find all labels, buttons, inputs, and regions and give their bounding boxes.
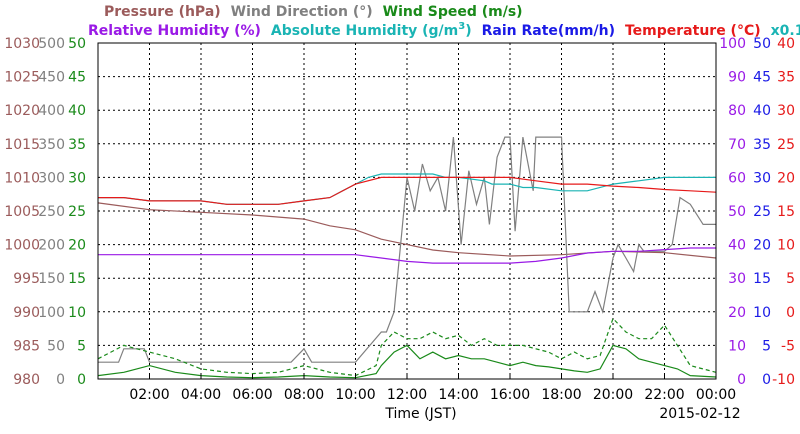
y-tick-rain: 45 [753, 70, 771, 86]
y-tick-pressure: 1005 [4, 204, 40, 220]
x-tick: 20:00 [593, 387, 633, 403]
grid [98, 43, 716, 379]
x-tick: 22:00 [644, 387, 684, 403]
y-tick-rain: 25 [753, 204, 771, 220]
y-tick-temp: -5 [781, 338, 795, 354]
y-tick-temp: -10 [772, 372, 795, 388]
y-tick-wspd: 15 [68, 271, 86, 287]
y-tick-rain: 0 [762, 372, 771, 388]
y-tick-rh: 10 [728, 338, 746, 354]
y-tick-temp: 0 [786, 305, 795, 321]
series-rh [98, 247, 716, 264]
y-tick-temp: 40 [777, 36, 795, 52]
y-tick-wdir: 250 [38, 204, 65, 220]
legend-scale: x0.1 [771, 23, 800, 39]
series-wspd [97, 344, 717, 379]
legend-temp: Temperature (°C) [625, 23, 761, 39]
y-tick-pressure: 980 [13, 372, 40, 388]
y-tick-pressure: 1010 [4, 170, 40, 186]
y-tick-rh: 20 [728, 305, 746, 321]
y-tick-wdir: 100 [38, 305, 65, 321]
y-tick-rain: 15 [753, 271, 771, 287]
legend-rh: Relative Humidity (%) [88, 23, 261, 39]
legend-rain: Rain Rate(mm/h) [482, 23, 615, 39]
y-tick-pressure: 995 [13, 271, 40, 287]
y-tick-wspd: 30 [68, 170, 86, 186]
y-tick-temp: 20 [777, 170, 795, 186]
y-tick-rh: 100 [719, 36, 746, 52]
y-tick-wdir: 50 [47, 338, 65, 354]
y-tick-rain: 10 [753, 305, 771, 321]
y-tick-wspd: 45 [68, 70, 86, 86]
y-tick-wdir: 450 [38, 70, 65, 86]
y-tick-rain: 5 [762, 338, 771, 354]
x-tick: 10:00 [335, 387, 375, 403]
y-tick-wspd: 0 [77, 372, 86, 388]
y-tick-rain: 30 [753, 170, 771, 186]
y-tick-rh: 40 [728, 238, 746, 254]
y-tick-rh: 90 [728, 70, 746, 86]
series-temp [98, 176, 717, 205]
x-tick: 12:00 [387, 387, 427, 403]
series-wdir [98, 136, 716, 363]
y-tick-wspd: 40 [68, 103, 86, 119]
y-tick-wdir: 350 [38, 137, 65, 153]
y-tick-pressure: 1015 [4, 137, 40, 153]
y-tick-temp: 35 [777, 70, 795, 86]
legend-wspd: Wind Speed (m/s) [383, 4, 523, 20]
y-tick-rain: 35 [753, 137, 771, 153]
y-tick-rain: 50 [753, 36, 771, 52]
y-tick-wspd: 50 [68, 36, 86, 52]
y-tick-rh: 50 [728, 204, 746, 220]
y-tick-wdir: 150 [38, 271, 65, 287]
x-tick: 18:00 [541, 387, 581, 403]
y-tick-wdir: 300 [38, 170, 65, 186]
y-tick-rh: 30 [728, 271, 746, 287]
x-tick: 08:00 [284, 387, 324, 403]
y-tick-wdir: 500 [38, 36, 65, 52]
y-tick-pressure: 985 [13, 338, 40, 354]
x-tick: 00:00 [696, 387, 736, 403]
y-tick-pressure: 1030 [4, 36, 40, 52]
series-wspd_gust [97, 317, 717, 377]
x-axis-label: Time (JST) [384, 406, 456, 422]
y-tick-pressure: 990 [13, 305, 40, 321]
y-tick-temp: 25 [777, 137, 795, 153]
y-tick-rh: 0 [737, 372, 746, 388]
x-tick: 16:00 [490, 387, 530, 403]
y-tick-temp: 30 [777, 103, 795, 119]
y-tick-temp: 5 [786, 271, 795, 287]
y-tick-wdir: 200 [38, 238, 65, 254]
y-tick-pressure: 1020 [4, 103, 40, 119]
legend-ah: Absolute Humidity (g/m3) [271, 21, 472, 39]
y-tick-rh: 60 [728, 170, 746, 186]
x-tick: 06:00 [232, 387, 272, 403]
y-tick-pressure: 1000 [4, 238, 40, 254]
series-lines [97, 136, 717, 379]
y-tick-temp: 15 [777, 204, 795, 220]
y-tick-wspd: 20 [68, 238, 86, 254]
y-tick-wdir: 0 [56, 372, 65, 388]
x-tick: 14:00 [438, 387, 478, 403]
y-axes: 1030102510201015101010051000995990985980… [4, 36, 795, 388]
y-tick-rh: 70 [728, 137, 746, 153]
y-tick-pressure: 1025 [4, 70, 40, 86]
y-tick-wspd: 25 [68, 204, 86, 220]
y-tick-temp: 10 [777, 238, 795, 254]
y-tick-rain: 40 [753, 103, 771, 119]
y-tick-wdir: 400 [38, 103, 65, 119]
legend-wdir: Wind Direction (°) [231, 4, 373, 20]
legend: Pressure (hPa) Wind Direction (°) Wind Spe… [88, 4, 800, 39]
date-label: 2015-02-12 [659, 406, 740, 422]
y-tick-wspd: 35 [68, 137, 86, 153]
y-tick-rh: 80 [728, 103, 746, 119]
y-tick-rain: 20 [753, 238, 771, 254]
y-tick-wspd: 5 [77, 338, 86, 354]
x-axis: 02:00 04:00 06:00 08:00 10:00 12:00 14:00 16:00… [129, 374, 736, 403]
legend-pressure: Pressure (hPa) [104, 4, 221, 20]
x-tick: 02:00 [129, 387, 169, 403]
y-tick-wspd: 10 [68, 305, 86, 321]
x-tick: 04:00 [181, 387, 221, 403]
